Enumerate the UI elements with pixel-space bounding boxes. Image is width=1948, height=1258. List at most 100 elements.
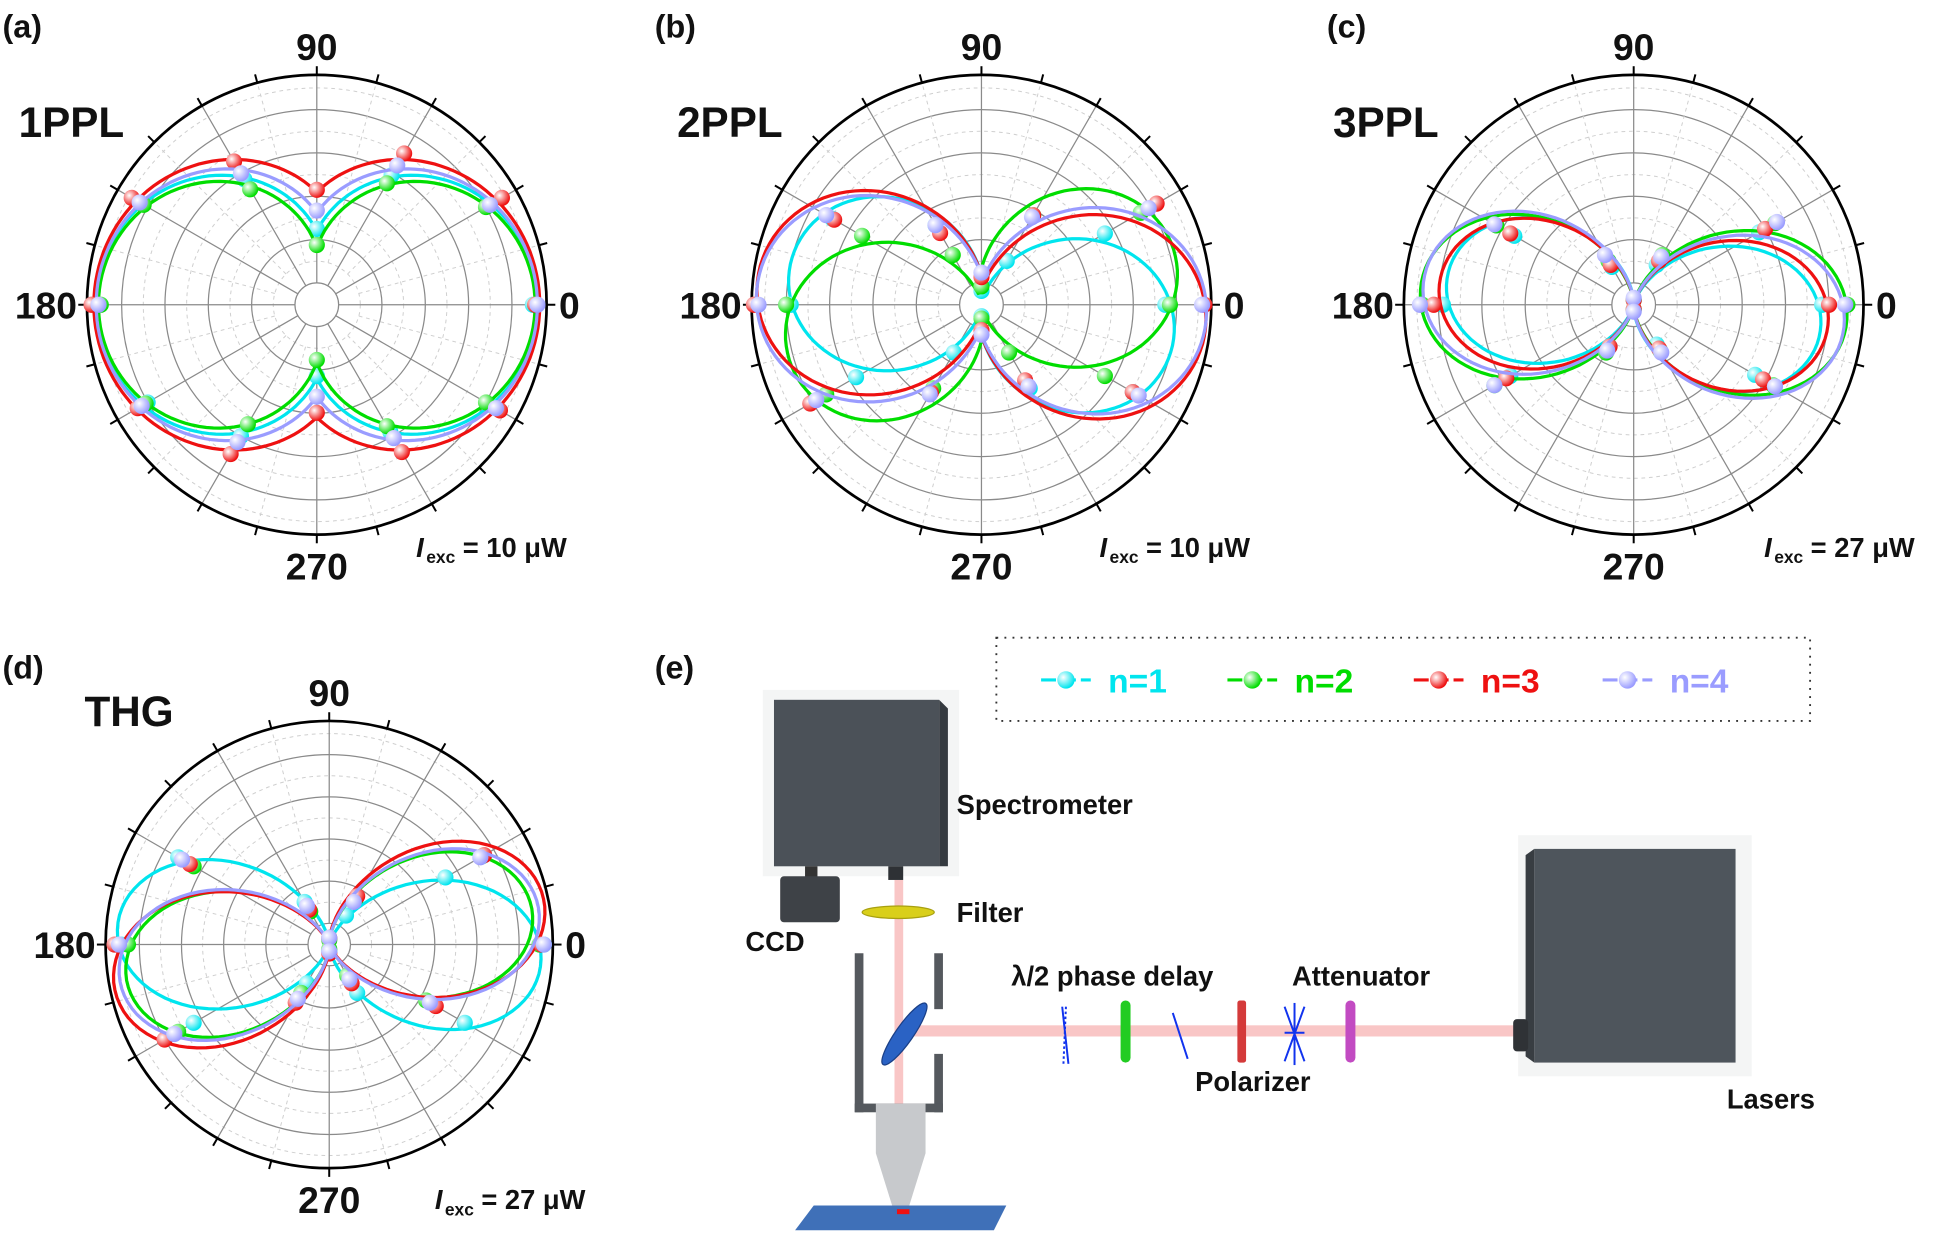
angle-tick — [544, 883, 554, 888]
data-point-n4 — [818, 207, 835, 224]
angle-tick — [1403, 363, 1412, 368]
angle-tick — [1426, 184, 1436, 191]
angle-tick — [1179, 184, 1189, 191]
grid-spoke-minor — [1470, 141, 1604, 275]
excitation-subscript: exc — [1110, 547, 1139, 567]
legend-label: n=4 — [1670, 663, 1729, 700]
panel-label: (a) — [2, 9, 41, 45]
angle-label-90: 90 — [296, 26, 337, 68]
setup-diagram: (e) n=1 n=2 n=3 n=4 Spectrometer Filter CCD — [655, 636, 1815, 1231]
grid-spoke-minor — [94, 315, 275, 365]
grid-spoke-minor — [358, 974, 488, 1104]
grid-spoke-minor — [992, 346, 1042, 527]
data-point-n4 — [133, 397, 150, 414]
data-point-n1 — [1096, 225, 1113, 242]
angle-tick — [1095, 503, 1102, 512]
legend-marker — [1057, 671, 1075, 689]
angle-tick — [440, 742, 447, 752]
data-point-n4 — [1625, 303, 1642, 320]
angle-tick — [774, 418, 783, 425]
angle-tick — [1747, 97, 1754, 107]
data-point-n4 — [321, 943, 338, 960]
angle-label-90: 90 — [961, 26, 1002, 68]
data-point-n4 — [1140, 200, 1157, 217]
angle-tick — [478, 466, 487, 475]
data-point-n4 — [341, 971, 358, 988]
angle-tick — [430, 97, 437, 107]
grid-spoke-minor — [1023, 244, 1204, 294]
data-point-n4 — [1194, 296, 1211, 313]
legend-label: n=1 — [1108, 663, 1167, 700]
data-point-n4 — [173, 851, 191, 868]
data-point-n4 — [808, 392, 825, 409]
angle-tick — [774, 184, 783, 191]
angle-tick — [515, 418, 524, 425]
data-point-n4 — [1023, 209, 1041, 226]
angle-label-270: 270 — [298, 1179, 360, 1221]
angle-tick — [812, 135, 820, 143]
angle-tick — [196, 97, 203, 107]
angle-tick — [1692, 74, 1697, 84]
angle-tick — [1143, 466, 1151, 475]
legend-box — [995, 636, 1812, 722]
data-point-n4 — [229, 434, 246, 451]
excitation-value: = 27 μW — [481, 1184, 585, 1215]
data-point-n2 — [308, 236, 325, 254]
angle-tick — [1832, 184, 1841, 191]
data-point-n4 — [973, 264, 990, 281]
grid-spoke-minor — [270, 985, 319, 1161]
angle-tick — [478, 135, 487, 143]
angle-tick — [522, 827, 531, 834]
angle-tick — [1464, 466, 1472, 475]
angle-tick — [1203, 242, 1213, 247]
label-lasers: Lasers — [1727, 1084, 1815, 1115]
angle-tick — [109, 184, 119, 191]
chart-title: 1PPL — [19, 99, 125, 146]
legend-marker — [1429, 671, 1448, 689]
angle-tick — [1513, 97, 1520, 107]
data-point-n1 — [437, 869, 454, 886]
data-point-n4 — [1020, 378, 1037, 395]
legend-item-n3: n=3 — [1413, 663, 1540, 700]
angle-tick — [1747, 503, 1754, 512]
grid-spoke-minor — [94, 244, 275, 294]
angle-tick — [750, 363, 760, 368]
data-point-n3 — [1754, 371, 1772, 388]
grid-spoke-minor — [339, 728, 388, 904]
polarizer — [1237, 1000, 1247, 1063]
angle-tick — [386, 1160, 391, 1170]
legend-label: n=3 — [1481, 663, 1540, 700]
label-ccd: CCD — [745, 926, 804, 957]
angle-tick — [104, 1001, 114, 1006]
data-point-n3 — [1820, 296, 1838, 313]
data-point-n3 — [308, 181, 325, 198]
half-wave-plate — [1120, 1000, 1131, 1063]
data-point-n4 — [1599, 342, 1616, 359]
data-point-n3 — [1425, 296, 1442, 313]
horizontal-beam — [899, 1025, 1521, 1037]
data-point-n4 — [1411, 296, 1429, 313]
grid-spoke-minor — [113, 955, 289, 1003]
spectrometer-box — [773, 699, 940, 867]
angle-tick — [254, 74, 259, 84]
angle-tick — [1570, 526, 1576, 536]
angle-tick — [430, 503, 437, 512]
legend-marker — [1243, 671, 1261, 689]
excitation-subscript: exc — [445, 1199, 474, 1219]
grid-spoke — [135, 832, 312, 935]
angle-tick — [1795, 466, 1804, 475]
angle-label-0: 0 — [565, 924, 586, 966]
angle-label-90: 90 — [1613, 26, 1654, 68]
data-point-n2 — [1000, 344, 1018, 361]
spectrometer-port — [888, 866, 904, 880]
panel-label: (c) — [1327, 9, 1366, 45]
lasers-box — [1534, 848, 1736, 1063]
grid-spoke-minor — [256, 346, 307, 527]
angle-tick — [812, 466, 820, 475]
grid-spoke — [1652, 315, 1834, 421]
data-point-n3 — [396, 145, 413, 162]
angle-tick — [127, 827, 137, 834]
legend-item-n2: n=2 — [1227, 663, 1353, 700]
data-point-n4 — [308, 388, 325, 405]
